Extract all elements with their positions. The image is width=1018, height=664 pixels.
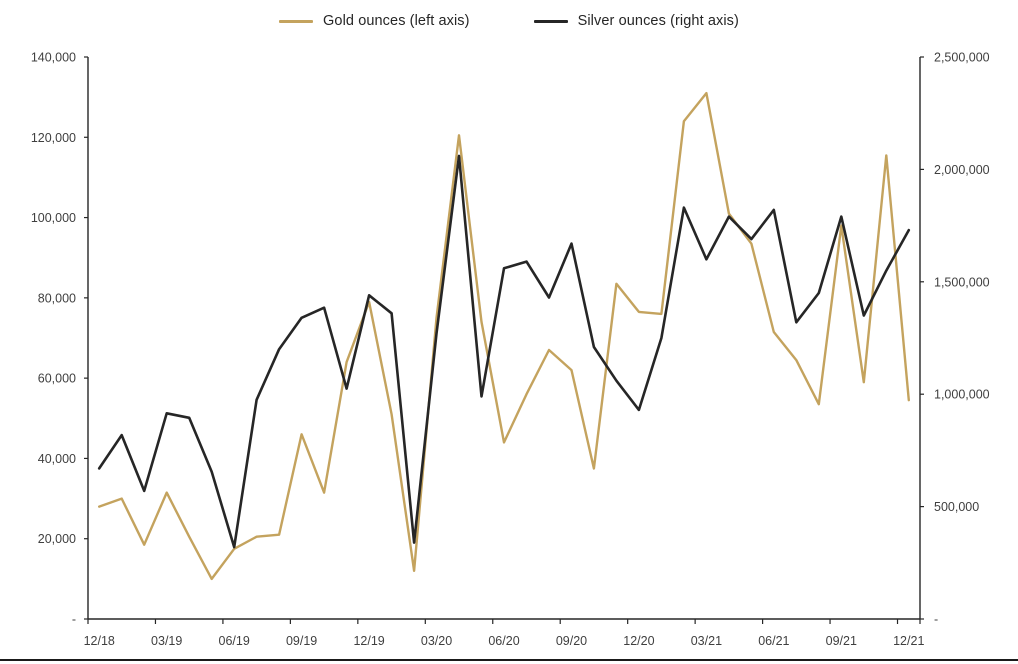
legend-label-gold: Gold ounces (left axis) (323, 13, 470, 29)
right-axis-tick-label: 500,000 (934, 500, 979, 514)
x-axis-tick-label: 03/19 (151, 634, 182, 648)
left-axis-tick-label: 140,000 (31, 51, 76, 65)
left-axis-tick-label: - (72, 613, 76, 627)
legend-item-gold: Gold ounces (left axis) (279, 13, 470, 29)
right-axis-tick-label: 1,000,000 (934, 388, 990, 402)
x-axis-tick-label: 12/18 (84, 634, 115, 648)
gold-series-swatch (279, 19, 314, 23)
left-axis-tick-label: 100,000 (31, 211, 76, 225)
x-axis-tick-label: 03/20 (421, 634, 452, 648)
left-axis-tick-label: 60,000 (38, 372, 76, 386)
left-axis-tick-label: 20,000 (38, 532, 76, 546)
x-axis-tick-label: 06/20 (488, 634, 519, 648)
legend-label-silver: Silver ounces (right axis) (577, 13, 739, 29)
right-axis-tick-label: - (934, 613, 938, 627)
left-axis-tick-label: 120,000 (31, 131, 76, 145)
page-bottom-rule (0, 659, 1018, 661)
right-axis-tick-label: 2,500,000 (934, 51, 990, 65)
x-axis-tick-label: 03/21 (691, 634, 722, 648)
x-axis-tick-label: 06/19 (219, 634, 250, 648)
x-axis-tick-label: 09/20 (556, 634, 587, 648)
legend-item-silver: Silver ounces (right axis) (533, 13, 739, 29)
right-axis-tick-label: 2,000,000 (934, 163, 990, 177)
left-axis-tick-label: 40,000 (38, 452, 76, 466)
x-axis-tick-label: 12/20 (623, 634, 654, 648)
right-axis-tick-label: 1,500,000 (934, 275, 990, 289)
x-axis-tick-label: 09/21 (826, 634, 857, 648)
silver-series-swatch (533, 19, 568, 23)
x-axis-tick-label: 12/21 (893, 634, 924, 648)
x-axis-tick-label: 12/19 (353, 634, 384, 648)
x-axis-tick-label: 09/19 (286, 634, 317, 648)
left-axis-tick-label: 80,000 (38, 291, 76, 305)
gold-series-line (97, 91, 910, 581)
chart-legend: Gold ounces (left axis) Silver ounces (r… (0, 6, 1018, 36)
x-axis-tick-label: 06/21 (758, 634, 789, 648)
silver-series-line (97, 154, 911, 549)
